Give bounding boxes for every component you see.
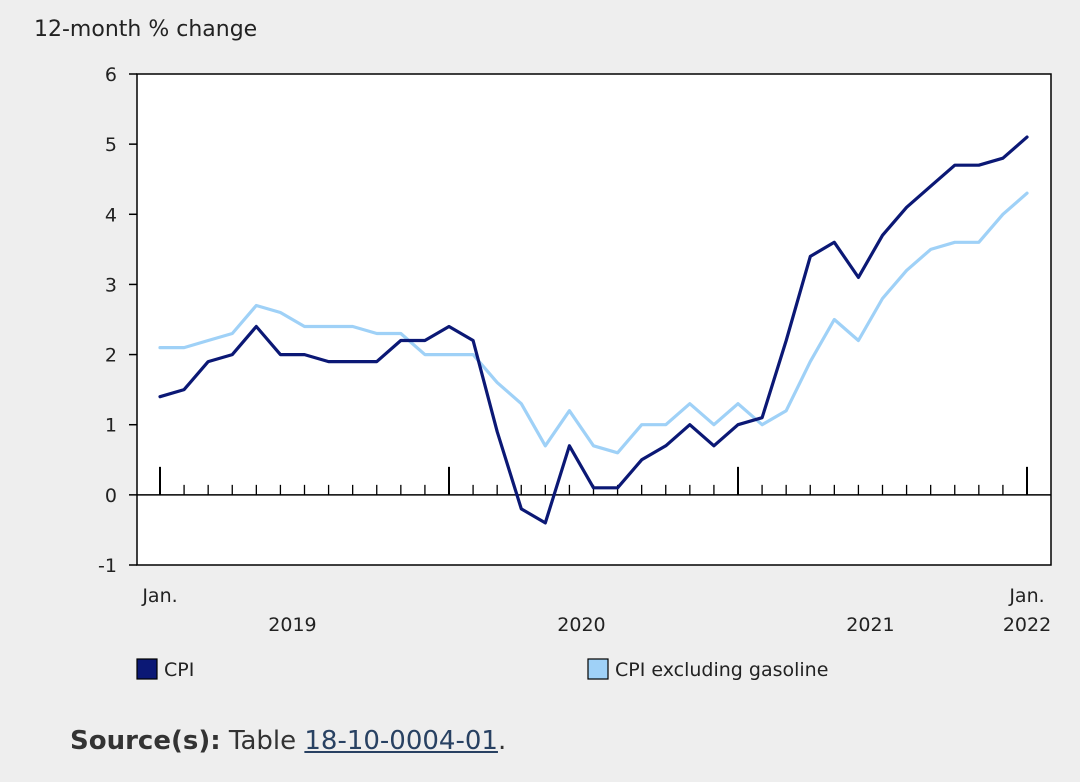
y-tick-label: 1: [105, 415, 117, 437]
legend-label: CPI: [164, 659, 194, 681]
y-tick-label: 5: [105, 134, 117, 156]
y-tick-label: 0: [105, 485, 117, 507]
x-axis-ticks: [159, 466, 1028, 495]
y-axis-title: 12-month % change: [34, 17, 257, 42]
x-year-label: 2019: [268, 614, 316, 636]
source-end: .: [497, 726, 507, 756]
x-label-start-month: Jan.: [141, 585, 177, 607]
legend-swatch: [587, 658, 609, 680]
source-label: Source(s):: [70, 726, 221, 756]
y-tick-label: -1: [98, 555, 117, 577]
x-label-end-month: Jan.: [1008, 585, 1044, 607]
x-axis-labels: Jan. Jan. 2022: [141, 585, 1051, 636]
source-text: Table: [228, 726, 297, 756]
year-labels: 2019 2020 2021: [268, 614, 894, 636]
y-tick-label: 3: [105, 274, 117, 296]
series-line: [158, 135, 1029, 525]
y-tick-label: 6: [105, 64, 117, 86]
legend: CPI CPI excluding gasoline: [136, 658, 828, 681]
source-line: Source(s): Table 18-10-0004-01.: [70, 726, 506, 756]
source-table-link[interactable]: 18-10-0004-01: [304, 726, 498, 756]
y-axis: -1 0 1 2 3 4 5 6: [98, 64, 137, 577]
series-group: [158, 135, 1029, 525]
x-label-end-year: 2022: [1003, 614, 1051, 636]
series-line: [158, 191, 1029, 455]
y-tick-label: 4: [105, 204, 117, 226]
x-year-label: 2021: [846, 614, 894, 636]
y-tick-label: 2: [105, 345, 117, 367]
legend-swatch: [136, 658, 158, 680]
x-year-label: 2020: [557, 614, 605, 636]
legend-label: CPI excluding gasoline: [615, 659, 828, 681]
